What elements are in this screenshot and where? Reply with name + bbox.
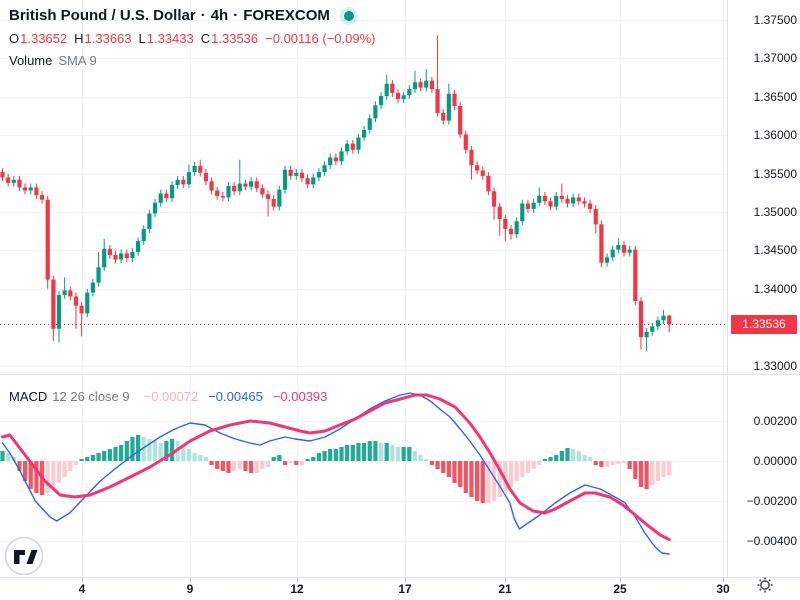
price-axis-label: 1.33000 — [753, 359, 797, 373]
time-axis-label: 9 — [186, 582, 194, 596]
high-value: 1.33663 — [84, 31, 132, 46]
time-axis-label: 12 — [290, 582, 304, 596]
last-price-label: 1.33536 — [731, 315, 797, 334]
price-axis-label: 1.37000 — [753, 51, 797, 65]
time-axis-label: 17 — [398, 582, 412, 596]
macd-axis-label: −0.00200 — [746, 494, 797, 508]
price-axis-label: 1.34000 — [753, 282, 797, 296]
low-value: 1.33433 — [146, 31, 194, 46]
macd-params: 12 26 close 9 — [52, 389, 130, 404]
separator-dot: · — [200, 7, 206, 24]
macd-histogram-value: −0.00072 — [143, 389, 199, 404]
symbol-legend[interactable]: British Pound / U.S. Dollar · 4h · FOREXCOM — [9, 7, 354, 24]
close-value: 1.33536 — [211, 31, 259, 46]
macd-axis-label: 0.00200 — [753, 414, 797, 428]
time-axis-label: 25 — [613, 582, 627, 596]
low-label: L — [138, 31, 146, 46]
price-axis-label: 1.35500 — [753, 167, 797, 181]
price-axis-label: 1.35000 — [753, 205, 797, 219]
price-axis-label: 1.34500 — [753, 243, 797, 257]
volume-legend[interactable]: Volume SMA 9 — [9, 53, 97, 68]
macd-legend[interactable]: MACD 12 26 close 9 −0.00072 −0.00465 −0.0039… — [9, 389, 327, 404]
separator-dot: · — [233, 7, 239, 24]
price-axis-label: 1.36500 — [753, 90, 797, 104]
time-axis-label: 21 — [498, 582, 512, 596]
volume-label: Volume — [9, 53, 53, 68]
macd-axis-label: −0.00400 — [746, 534, 797, 548]
macd-signal-value: −0.00393 — [272, 389, 328, 404]
volume-sma-param: SMA 9 — [58, 53, 97, 68]
price-axis-label: 1.36000 — [753, 128, 797, 142]
high-label: H — [74, 31, 84, 46]
macd-axis-label: 0.00000 — [753, 454, 797, 468]
open-value: 1.33652 — [20, 31, 68, 46]
time-axis-label: 30 — [716, 582, 730, 596]
change-value: −0.00116 (−0.09%) — [265, 31, 376, 46]
symbol-title[interactable]: British Pound / U.S. Dollar — [9, 7, 196, 24]
ohlc-legend: O1.33652 H1.33663 L1.33433 C1.33536 −0.00116… — [9, 31, 382, 46]
macd-line-value: −0.00465 — [208, 389, 263, 404]
open-label: O — [9, 31, 20, 46]
tradingview-logo[interactable] — [2, 536, 46, 580]
exchange-label[interactable]: FOREXCOM — [243, 7, 330, 24]
macd-name: MACD — [9, 389, 48, 404]
time-axis-label: 4 — [78, 582, 86, 596]
interval-label[interactable]: 4h — [210, 7, 229, 24]
price-axis-label: 1.37500 — [753, 13, 797, 27]
close-label: C — [200, 31, 211, 46]
market-status-icon[interactable] — [343, 11, 354, 22]
timezone-settings-gear-icon[interactable] — [756, 576, 774, 594]
